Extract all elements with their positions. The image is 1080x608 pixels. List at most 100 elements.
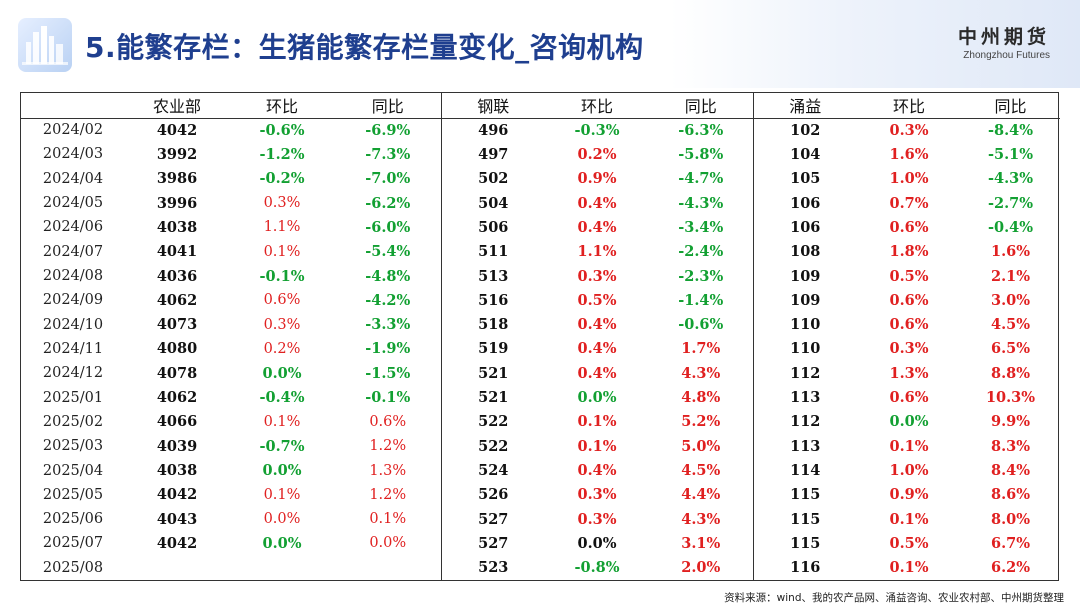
mysteel-yoy-cell: -2.4% bbox=[678, 243, 724, 261]
yongyi-header: 涌益 bbox=[752, 93, 857, 119]
moa-mom-cell: -0.6% bbox=[259, 121, 305, 139]
table-row: 2025/05 4042 0.1% 1.2% 526 0.3% 4.4% 115 0.9% 8.6… bbox=[21, 482, 1060, 507]
mysteel-value-cell: 527 bbox=[440, 531, 545, 556]
city-skyline-icon bbox=[18, 18, 72, 72]
moa-yoy-cell: -7.0% bbox=[365, 170, 411, 188]
mysteel-yoy-cell: 4.3% bbox=[681, 510, 721, 528]
yongyi-value-cell: 116 bbox=[752, 555, 857, 580]
yongyi-mom-cell: 0.3% bbox=[889, 340, 929, 358]
moa-value-cell: 4078 bbox=[156, 364, 198, 382]
moa-yoy-cell: -5.4% bbox=[365, 243, 411, 261]
moa-mom-cell: 0.0% bbox=[262, 462, 302, 480]
mysteel-mom-cell: 0.3% bbox=[577, 267, 617, 285]
moa-mom-cell: 0.1% bbox=[263, 486, 301, 503]
moa-mom-cell: -0.2% bbox=[259, 170, 305, 188]
yongyi-yoy-cell: 8.8% bbox=[990, 364, 1030, 382]
yongyi-mom-header: 环比 bbox=[857, 93, 961, 119]
brand-logo: 中州期货 Zhongzhou Futures bbox=[958, 22, 1050, 61]
date-cell: 2024/03 bbox=[42, 146, 104, 163]
mysteel-value-cell: 504 bbox=[440, 190, 545, 216]
moa-mom-cell: 0.3% bbox=[263, 316, 301, 333]
date-cell: 2024/05 bbox=[42, 195, 104, 212]
moa-mom-cell bbox=[229, 556, 335, 580]
table-row: 2025/01 4062 -0.4% -0.1% 521 0.0% 4.8% 113 0.6% 1… bbox=[21, 385, 1060, 410]
mysteel-value-cell: 523 bbox=[440, 555, 545, 580]
moa-value-cell: 4039 bbox=[156, 437, 198, 455]
moa-value-cell: 3986 bbox=[156, 170, 198, 188]
yongyi-mom-cell: 0.1% bbox=[889, 437, 929, 455]
table-row: 2024/02 4042 -0.6% -6.9% 496 -0.3% -6.3% 102 0.3… bbox=[21, 118, 1060, 143]
table-row: 2024/09 4062 0.6% -4.2% 516 0.5% -1.4% 109 0.6% 3… bbox=[21, 288, 1060, 313]
yongyi-yoy-header: 同比 bbox=[961, 93, 1060, 119]
yongyi-yoy-cell: -4.3% bbox=[987, 170, 1034, 188]
moa-mom-cell: 0.1% bbox=[263, 243, 301, 260]
yongyi-mom-cell: 0.6% bbox=[889, 218, 929, 236]
moa-value-cell: 4042 bbox=[156, 486, 198, 504]
table-row: 2024/12 4078 0.0% -1.5% 521 0.4% 4.3% 112 1.3% 8.… bbox=[21, 361, 1060, 386]
table-row: 2024/06 4038 1.1% -6.0% 506 0.4% -3.4% 106 0.6% -… bbox=[21, 215, 1060, 240]
yongyi-mom-cell: 1.6% bbox=[889, 145, 929, 163]
moa-yoy-cell: -1.5% bbox=[365, 364, 411, 382]
mysteel-value-cell: 522 bbox=[440, 409, 545, 435]
yongyi-mom-cell: 1.8% bbox=[889, 243, 929, 261]
mysteel-mom-cell: -0.3% bbox=[574, 121, 620, 139]
yongyi-yoy-cell: -0.4% bbox=[987, 218, 1034, 236]
moa-yoy-cell: 0.0% bbox=[369, 535, 407, 552]
yongyi-yoy-cell: 8.4% bbox=[990, 462, 1030, 480]
table-row: 2024/08 4036 -0.1% -4.8% 513 0.3% -2.3% 109 0.5%… bbox=[21, 263, 1060, 289]
yongyi-value-cell: 112 bbox=[752, 409, 857, 435]
date-cell: 2025/01 bbox=[42, 389, 104, 406]
yongyi-yoy-cell: 3.0% bbox=[990, 291, 1030, 309]
date-cell: 2024/02 bbox=[42, 122, 104, 139]
yongyi-mom-cell: 0.5% bbox=[889, 267, 929, 285]
yongyi-mom-cell: 1.3% bbox=[889, 364, 929, 382]
yongyi-mom-cell: 0.6% bbox=[889, 389, 929, 407]
table-row: 2025/03 4039 -0.7% 1.2% 522 0.1% 5.0% 113 0.1% 8.… bbox=[21, 434, 1060, 459]
mysteel-yoy-cell: -1.4% bbox=[678, 291, 724, 309]
moa-value-cell: 4080 bbox=[156, 340, 198, 358]
mysteel-mom-cell: 0.3% bbox=[577, 510, 617, 528]
mysteel-value-cell: 527 bbox=[440, 507, 545, 532]
yongyi-value-cell: 113 bbox=[752, 434, 857, 459]
yongyi-value-cell: 105 bbox=[752, 166, 857, 191]
table-row: 2025/02 4066 0.1% 0.6% 522 0.1% 5.2% 112 0.0% 9.9… bbox=[21, 409, 1060, 435]
moa-value-cell: 4038 bbox=[156, 218, 198, 236]
mysteel-value-cell: 506 bbox=[440, 215, 545, 240]
moa-yoy-cell: 1.2% bbox=[369, 486, 407, 503]
moa-mom-cell: -1.2% bbox=[259, 145, 305, 163]
date-cell: 2024/06 bbox=[42, 219, 104, 236]
yongyi-mom-cell: 0.6% bbox=[889, 291, 929, 309]
yongyi-yoy-cell: 6.2% bbox=[990, 559, 1030, 577]
mysteel-yoy-cell: 2.0% bbox=[681, 559, 721, 577]
mysteel-value-cell: 524 bbox=[440, 458, 545, 483]
moa-value-cell: 4041 bbox=[156, 243, 198, 261]
yongyi-value-cell: 106 bbox=[752, 190, 857, 216]
table-row: 2024/11 4080 0.2% -1.9% 519 0.4% 1.7% 110 0.3% 6.… bbox=[21, 336, 1060, 362]
moa-yoy-cell: -3.3% bbox=[365, 316, 411, 334]
mysteel-yoy-cell: 4.4% bbox=[681, 486, 721, 504]
mysteel-yoy-cell: 4.3% bbox=[681, 364, 721, 382]
moa-value-cell: 4043 bbox=[156, 510, 198, 528]
moa-yoy-cell: -6.2% bbox=[365, 194, 411, 212]
mysteel-yoy-cell: 1.7% bbox=[681, 340, 721, 358]
mysteel-value-cell: 497 bbox=[440, 142, 545, 167]
moa-yoy-cell: -6.0% bbox=[365, 218, 411, 236]
table-row: 2025/07 4042 0.0% 0.0% 527 0.0% 3.1% 115 0.5% 6.7… bbox=[21, 531, 1060, 556]
moa-yoy-cell: -0.1% bbox=[365, 389, 411, 407]
yongyi-value-cell: 106 bbox=[752, 215, 857, 240]
yongyi-value-cell: 114 bbox=[752, 458, 857, 483]
yongyi-yoy-cell: 4.5% bbox=[990, 316, 1030, 334]
mysteel-value-cell: 521 bbox=[440, 361, 545, 386]
yongyi-value-cell: 110 bbox=[752, 336, 857, 362]
moa-yoy-cell: -4.2% bbox=[365, 291, 411, 309]
moa-value-cell: 3996 bbox=[156, 194, 198, 212]
yongyi-mom-cell: 0.0% bbox=[889, 413, 929, 431]
mysteel-mom-cell: 0.0% bbox=[577, 534, 617, 552]
moa-value-cell bbox=[125, 556, 229, 580]
moa-value-cell: 4036 bbox=[156, 267, 198, 285]
mysteel-mom-cell: 0.2% bbox=[577, 145, 617, 163]
moa-value-cell: 4073 bbox=[156, 316, 198, 334]
yongyi-mom-cell: 0.5% bbox=[889, 534, 929, 552]
mysteel-yoy-cell: -0.6% bbox=[678, 316, 724, 334]
data-table: 农业部 环比 同比 钢联 环比 同比 涌益 环比 同比 2024/02 4042 -0.6% -6.9… bbox=[21, 93, 1060, 580]
